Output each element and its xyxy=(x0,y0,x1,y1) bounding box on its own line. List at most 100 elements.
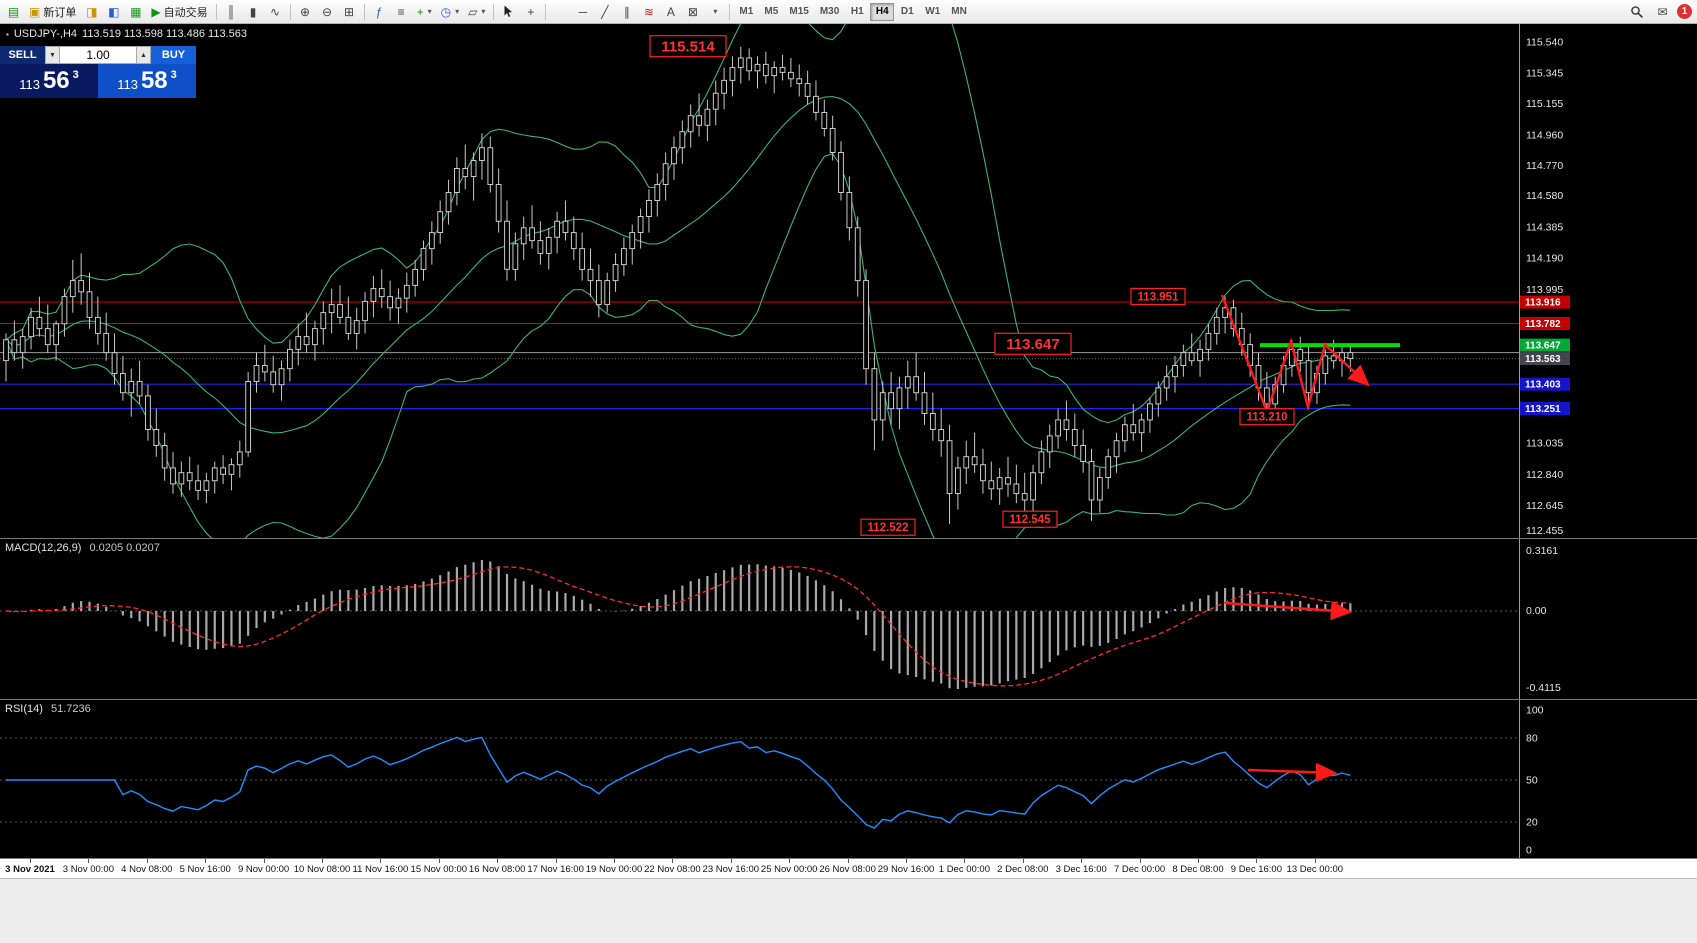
timeframe-m5-button[interactable]: M5 xyxy=(759,3,783,21)
mailbox-button[interactable]: ✉ xyxy=(1652,2,1673,22)
profiles-button[interactable]: ▦ xyxy=(125,2,146,22)
label-tool-button[interactable]: ⊠ xyxy=(682,2,703,22)
trendline-tool-button[interactable]: ╱ xyxy=(594,2,615,22)
trendline-icon: ╱ xyxy=(601,4,609,19)
navigator-icon: ◧ xyxy=(108,4,120,19)
text-tool-button[interactable]: A xyxy=(660,2,681,22)
svg-text:20: 20 xyxy=(1526,817,1538,829)
one-click-trading-panel: SELL ▼ 1.00 ▲ BUY 113 56 3 113 58 3 xyxy=(0,46,196,98)
rsi-arrow[interactable] xyxy=(1247,762,1338,782)
time-label: 1 Dec 00:00 xyxy=(938,864,991,875)
svg-text:113.995: 113.995 xyxy=(1526,284,1563,296)
main-chart-panel: ▪ USDJPY-,H4 113.519 113.598 113.486 113… xyxy=(0,24,1697,538)
time-tick xyxy=(1139,859,1141,863)
volume-decrease-button[interactable]: ▼ xyxy=(45,46,60,64)
add-indicator-button[interactable]: + ▾ xyxy=(413,2,436,22)
timeframe-m1-button[interactable]: M1 xyxy=(734,3,758,21)
fibonacci-tool-button[interactable]: ≋ xyxy=(638,2,659,22)
time-tick xyxy=(1198,859,1199,863)
buy-button[interactable]: BUY xyxy=(151,46,196,64)
sell-price-point: 3 xyxy=(72,69,79,81)
sell-button[interactable]: SELL xyxy=(0,46,45,64)
time-label: 3 Nov 2021 xyxy=(5,864,55,875)
annotation-box xyxy=(1002,510,1058,528)
search-button[interactable] xyxy=(1626,2,1648,22)
buy-price-point: 3 xyxy=(170,69,177,81)
price-axis[interactable]: 115.540 115.345 115.155 114.960 114.770 114.5… xyxy=(1520,37,1570,538)
timeframe-m15-button[interactable]: M15 xyxy=(784,3,813,21)
time-tick xyxy=(1022,859,1024,863)
time-label: 26 Nov 08:00 xyxy=(819,864,876,875)
timeframe-w1-button[interactable]: W1 xyxy=(920,3,945,21)
bar-chart-button[interactable]: ║ xyxy=(221,2,242,22)
tile-windows-button[interactable]: ⊞ xyxy=(339,2,360,22)
timeframe-m30-button[interactable]: M30 xyxy=(815,3,844,21)
trend-arrow[interactable] xyxy=(1220,294,1370,416)
vertical-line-tool-button[interactable] xyxy=(550,2,571,22)
time-tick xyxy=(263,859,265,863)
navigator-button[interactable]: ◧ xyxy=(103,2,124,22)
timeframe-d1-button[interactable]: D1 xyxy=(895,3,919,21)
periods-button[interactable]: ◷ ▾ xyxy=(437,2,464,22)
notification-badge[interactable]: 1 xyxy=(1677,4,1692,19)
indicators-button[interactable]: ƒ xyxy=(369,2,390,22)
svg-text:100: 100 xyxy=(1526,705,1544,717)
annotation-box xyxy=(994,332,1072,355)
rsi-name: RSI(14) xyxy=(5,703,43,715)
tile-windows-icon: ⊞ xyxy=(344,4,355,19)
bottom-filler xyxy=(0,878,1697,943)
macd-arrow[interactable] xyxy=(1224,601,1353,621)
time-tick xyxy=(322,859,323,863)
objects-list-button[interactable]: ≡ xyxy=(391,2,412,22)
zoom-out-icon: ⊖ xyxy=(322,4,333,19)
buy-price[interactable]: 113 58 3 xyxy=(98,64,196,98)
candlestick-chart-button[interactable]: ▮ xyxy=(243,2,264,22)
time-label: 19 Nov 00:00 xyxy=(585,864,643,875)
time-label: 3 Dec 16:00 xyxy=(1055,864,1107,875)
macd-histogram xyxy=(13,560,1352,689)
svg-text:114.190: 114.190 xyxy=(1526,253,1563,265)
line-chart-button[interactable]: ∿ xyxy=(265,2,286,22)
time-label: 25 Nov 00:00 xyxy=(760,864,818,875)
svg-text:-0.4115: -0.4115 xyxy=(1526,682,1561,694)
new-chart-button[interactable]: ▤ xyxy=(3,2,24,22)
autotrading-button[interactable]: ▶ 自动交易 xyxy=(147,2,211,22)
time-axis[interactable]: 3 Nov 2021 3 Nov 00:00 4 Nov 08:00 5 Nov 16… xyxy=(0,858,1697,878)
crosshair-button[interactable]: + xyxy=(520,2,541,22)
time-label: 9 Nov 00:00 xyxy=(237,864,290,875)
cursor-button[interactable] xyxy=(498,2,519,22)
sell-price[interactable]: 113 56 3 xyxy=(0,64,98,98)
channel-tool-button[interactable]: ∥ xyxy=(616,2,637,22)
profiles-icon: ▦ xyxy=(130,4,142,19)
chart-info-line: ▪ USDJPY-,H4 113.519 113.598 113.486 113… xyxy=(6,28,247,40)
new-order-icon: ▣ xyxy=(29,4,41,19)
svg-text:112.840: 112.840 xyxy=(1526,469,1563,481)
rsi-chart[interactable]: 100 80 50 20 0 xyxy=(0,700,1697,859)
price-annotations[interactable]: 115.514 113.951 113.647 113.210 112.522 112.5… xyxy=(649,35,1295,536)
horizontal-line-tool-button[interactable]: ─ xyxy=(572,2,593,22)
one-click-top-row: SELL ▼ 1.00 ▲ BUY xyxy=(0,46,196,64)
time-tick xyxy=(205,859,207,863)
market-watch-button[interactable]: ◨ xyxy=(81,2,102,22)
time-label: 11 Nov 16:00 xyxy=(352,864,409,875)
shapes-menu-button[interactable]: ▾ xyxy=(704,2,725,22)
zoom-out-button[interactable]: ⊖ xyxy=(317,2,338,22)
volume-increase-button[interactable]: ▲ xyxy=(136,46,151,64)
time-label: 10 Nov 08:00 xyxy=(293,864,351,875)
macd-chart[interactable]: 0.3161 0.00 -0.4115 xyxy=(0,539,1697,699)
bar-chart-icon: ║ xyxy=(226,4,236,19)
svg-text:112.455: 112.455 xyxy=(1526,525,1563,537)
svg-text:113.647: 113.647 xyxy=(1006,336,1059,353)
new-order-button[interactable]: ▣ 新订单 xyxy=(25,2,80,22)
timeframe-mn-button[interactable]: MN xyxy=(946,3,972,21)
time-label: 8 Dec 08:00 xyxy=(1172,864,1224,875)
new-order-label: 新订单 xyxy=(43,6,77,19)
volume-input[interactable]: 1.00 xyxy=(60,46,136,64)
timeframe-h1-button[interactable]: H1 xyxy=(845,3,869,21)
templates-button[interactable]: ▱ ▾ xyxy=(464,2,489,22)
zoom-in-button[interactable]: ⊕ xyxy=(295,2,316,22)
buy-price-pips: 58 xyxy=(140,67,168,94)
timeframe-h4-button[interactable]: H4 xyxy=(870,2,895,21)
time-label: 16 Nov 08:00 xyxy=(468,864,526,875)
main-chart[interactable]: 115.540 115.345 115.155 114.960 114.770 114.5… xyxy=(0,24,1697,538)
